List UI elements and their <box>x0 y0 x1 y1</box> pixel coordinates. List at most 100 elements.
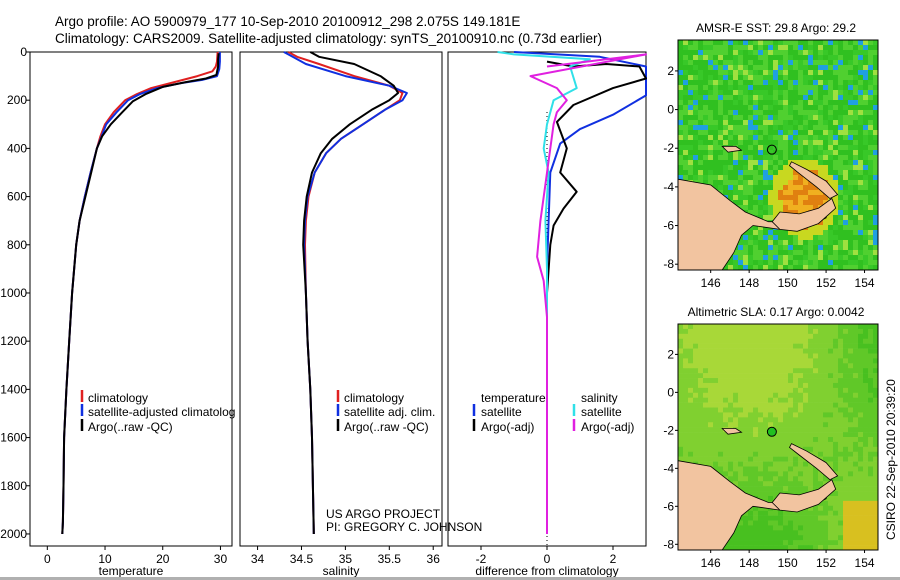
sla-field-cell <box>868 545 874 551</box>
sst-field-cell <box>738 250 744 256</box>
sst-field-cell <box>813 40 819 46</box>
sla-lat-tick-label: 2 <box>667 347 674 361</box>
sst-field-cell <box>758 90 764 96</box>
sla-field-cell <box>818 373 824 379</box>
sst-field-cell <box>778 50 784 56</box>
sla-field-cell <box>718 417 724 423</box>
sst-field-cell <box>708 60 714 66</box>
sla-field-cell <box>773 387 779 394</box>
sla-field-cell <box>783 368 789 374</box>
sst-field-cell <box>718 45 724 51</box>
sst-field-cell <box>853 195 859 201</box>
sst-field-cell <box>753 240 759 246</box>
sla-field-cell <box>768 437 774 443</box>
sla-field-cell <box>793 373 799 379</box>
sla-field-cell <box>688 328 694 335</box>
sst-lon-tick-label: 152 <box>816 276 836 290</box>
sla-field-cell <box>758 446 764 453</box>
sst-field-cell <box>698 155 704 161</box>
sla-field-cell <box>728 417 734 423</box>
sla-field-cell <box>798 343 804 349</box>
sst-field-cell <box>753 145 759 151</box>
sla-field-cell <box>763 466 769 472</box>
sst-field-cell <box>848 100 854 106</box>
sst-field-cell <box>783 245 789 251</box>
sst-field-cell <box>708 125 714 131</box>
sla-field-cell <box>793 368 799 374</box>
sla-field-cell <box>733 535 739 541</box>
sst-field-cell <box>733 260 739 266</box>
sla-field-cell <box>873 456 879 462</box>
sst-field-cell <box>808 105 814 111</box>
sla-field-cell <box>788 412 794 418</box>
sla-field-cell <box>808 368 814 374</box>
sst-field-cell <box>763 230 769 236</box>
sla-field-cell <box>773 461 779 467</box>
sla-field-cell <box>798 515 804 521</box>
sst-field-cell <box>678 40 684 46</box>
depth-tick-label: 1400 <box>0 382 27 396</box>
sst-field-cell <box>753 265 759 271</box>
sla-field-cell <box>763 392 769 398</box>
new-guinea-land <box>677 178 831 271</box>
sla-field-cell <box>828 525 834 531</box>
sst-field-cell <box>693 55 699 61</box>
sla-field-cell <box>863 471 869 477</box>
sst-field-cell <box>828 265 834 271</box>
sst-field-cell <box>683 85 689 91</box>
sla-field-cell <box>678 451 684 457</box>
sst-field-cell <box>823 105 829 111</box>
sst-field-cell <box>833 170 839 176</box>
sst-field-cell <box>753 100 759 106</box>
sla-field-cell <box>778 417 784 423</box>
sst-field-cell <box>853 200 859 206</box>
sla-field-cell <box>763 427 769 433</box>
sst-field-cell <box>863 165 869 171</box>
sst-field-cell <box>808 120 814 126</box>
sla-field-cell <box>823 476 829 482</box>
sla-field-cell <box>868 481 874 487</box>
sst-field-cell <box>808 60 814 66</box>
sla-field-cell <box>808 486 814 492</box>
sst-field-cell <box>868 145 874 151</box>
sst-field-cell <box>813 130 819 136</box>
sla-field-cell <box>753 402 759 408</box>
sst-field-cell <box>818 170 824 176</box>
sla-field-cell <box>763 520 769 526</box>
sla-field-cell <box>758 491 764 497</box>
sst-field-cell <box>853 250 859 256</box>
sst-field-cell <box>813 240 819 246</box>
sla-field-cell <box>753 441 759 448</box>
sla-field-cell <box>858 338 864 344</box>
sst-lon-tick-label: 150 <box>778 276 798 290</box>
sst-field-cell <box>753 75 759 81</box>
sst-field-cell <box>763 165 769 171</box>
sst-field-cell <box>863 245 869 251</box>
sst-field-cell <box>783 140 789 146</box>
sla-field-cell <box>853 500 859 507</box>
sla-field-cell <box>798 338 804 344</box>
sla-field-cell <box>803 387 809 394</box>
sla-field-cell <box>683 412 689 418</box>
sla-field-cell <box>843 505 849 511</box>
sst-field-cell <box>828 225 834 231</box>
sst-field-cell <box>718 105 724 111</box>
sst-field-cell <box>708 45 714 51</box>
sst-field-cell <box>788 210 794 216</box>
sst-field-cell <box>798 110 804 116</box>
sla-field-cell <box>723 343 729 349</box>
sla-field-cell <box>703 333 709 340</box>
sla-field-cell <box>718 412 724 418</box>
sst-field-cell <box>858 75 864 81</box>
sst-field-cell <box>863 50 869 56</box>
sst-field-cell <box>708 80 714 86</box>
sst-field-cell <box>703 55 709 61</box>
sst-field-cell <box>748 120 754 126</box>
sst-field-cell <box>788 80 794 86</box>
sla-field-cell <box>778 328 784 335</box>
sla-field-cell <box>738 525 744 531</box>
sst-field-cell <box>688 85 694 91</box>
sla-field-cell <box>778 540 784 546</box>
sla-field-cell <box>778 545 784 551</box>
sst-field-cell <box>868 155 874 161</box>
